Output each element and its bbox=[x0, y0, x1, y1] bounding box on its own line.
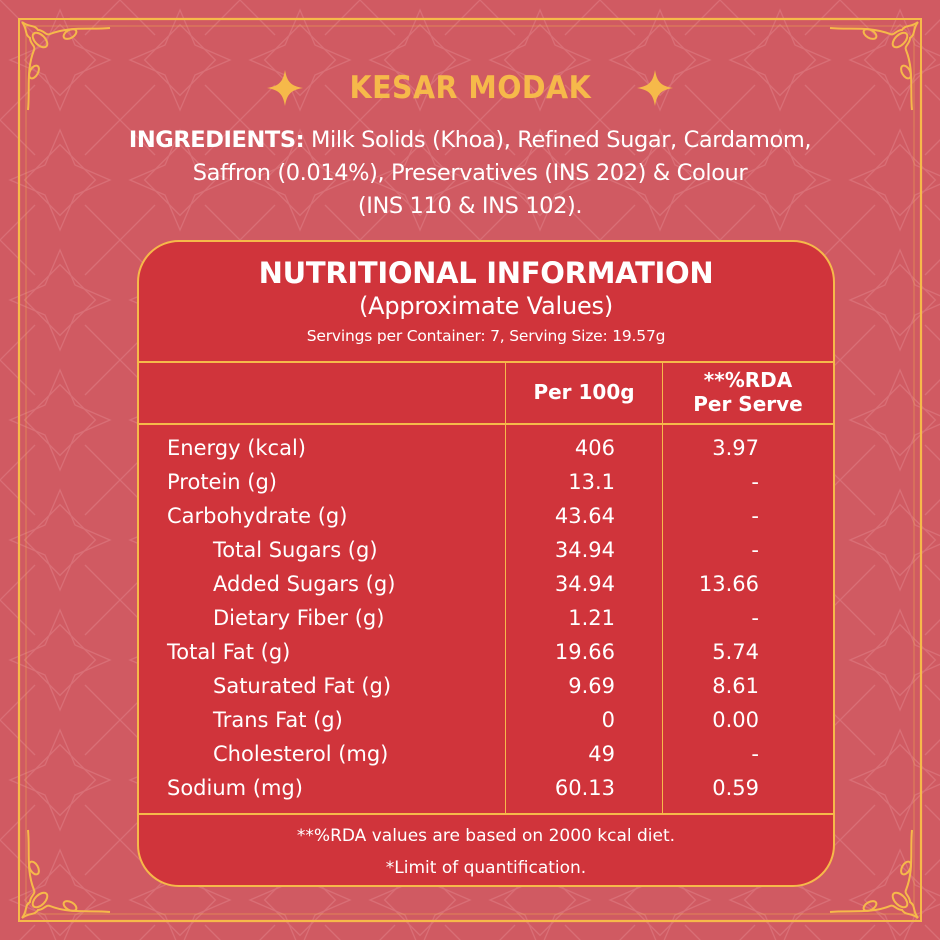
table-row: Energy (kcal) 406 3.97 bbox=[167, 436, 759, 460]
table-row: Added Sugars (g) 34.94 13.66 bbox=[213, 572, 759, 596]
footnote-loq: *Limit of quantification. bbox=[385, 858, 587, 878]
column-divider bbox=[662, 362, 663, 814]
footnote-rda: **%RDA values are based on 2000 kcal die… bbox=[296, 826, 676, 846]
table-row: Protein (g) 13.1- bbox=[167, 470, 759, 494]
table-row: Carbohydrate (g) 43.64- bbox=[167, 504, 759, 528]
column-divider bbox=[505, 362, 506, 814]
table-row: Saturated Fat (g) 9.69 8.61 bbox=[213, 674, 759, 698]
nutrition-subtitle: (Approximate Values) bbox=[358, 292, 614, 320]
ingredients-line-2: Saffron (0.014%), Preservatives (INS 202… bbox=[192, 160, 748, 186]
table-row: Sodium (mg) 60.13 0.59 bbox=[167, 776, 759, 800]
table-row: Dietary Fiber (g) 1.21- bbox=[213, 606, 759, 630]
title-row: KESAR MODAK bbox=[0, 62, 940, 114]
ingredients-text: INGREDIENTS: Milk Solids (Khoa), Refined… bbox=[100, 124, 840, 223]
divider bbox=[139, 423, 833, 425]
four-point-star-icon bbox=[266, 70, 303, 106]
column-header-rda: **%RDA Per Serve bbox=[693, 368, 803, 416]
product-title: KESAR MODAK bbox=[349, 70, 591, 106]
divider bbox=[139, 813, 833, 815]
nutrition-title: NUTRITIONAL INFORMATION bbox=[258, 256, 714, 290]
serving-info: Servings per Container: 7, Serving Size:… bbox=[306, 327, 666, 345]
divider bbox=[139, 361, 833, 363]
nutrition-rows: Energy (kcal) 406 3.97 Protein (g) 13.1- Ca… bbox=[139, 432, 833, 806]
ingredients-line-1: Milk Solids (Khoa), Refined Sugar, Carda… bbox=[304, 127, 812, 153]
four-point-star-icon bbox=[637, 70, 674, 106]
ingredients-line-3: (INS 110 & INS 102). bbox=[357, 193, 583, 219]
column-header-per100g: Per 100g bbox=[533, 380, 635, 404]
nutrition-panel: NUTRITIONAL INFORMATION (Approximate Val… bbox=[137, 240, 835, 887]
table-row: Cholesterol (mg) 49- bbox=[213, 742, 759, 766]
table-row: Total Sugars (g) 34.94- bbox=[213, 538, 759, 562]
table-row: Trans Fat (g) 0 0.00 bbox=[213, 708, 759, 732]
table-row: Total Fat (g) 19.66 5.74 bbox=[167, 640, 759, 664]
ingredients-label: INGREDIENTS: bbox=[128, 127, 305, 153]
